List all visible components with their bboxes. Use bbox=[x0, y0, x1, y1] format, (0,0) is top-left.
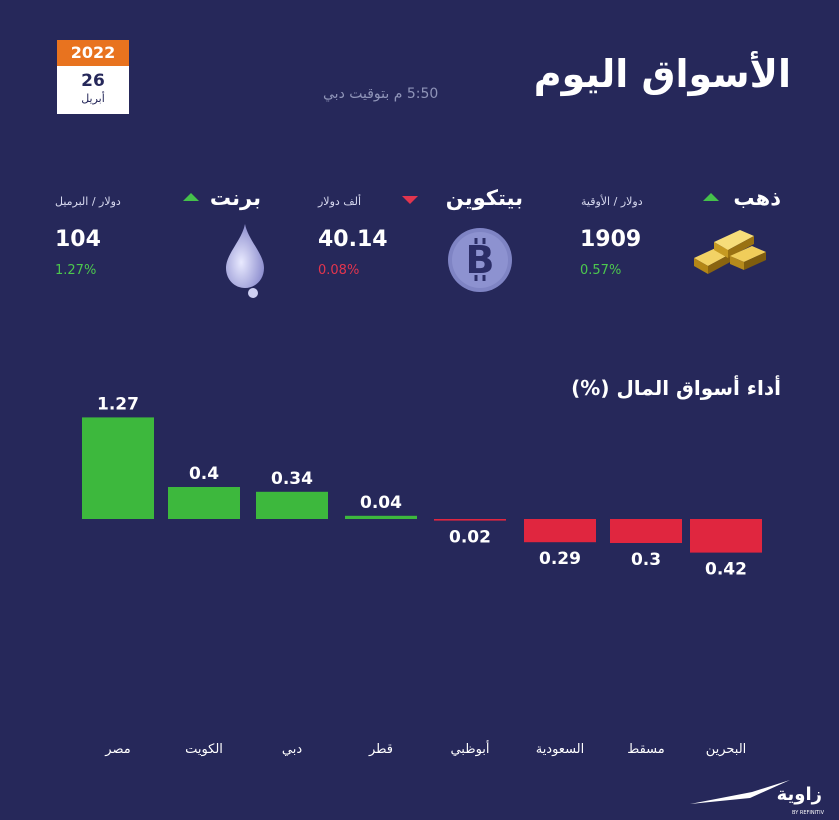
country-label-6: مسقط bbox=[627, 742, 665, 757]
gold-bars-icon bbox=[694, 230, 766, 274]
country-label-5: السعودية bbox=[535, 742, 585, 757]
gold-up-arrow-icon bbox=[703, 193, 719, 201]
country-label-3: قطر bbox=[368, 742, 394, 757]
brent-name: برنت bbox=[209, 186, 261, 210]
country-label-0: مصر bbox=[105, 742, 131, 757]
logo-subtext: BY REFINITIV bbox=[792, 810, 825, 816]
bar-value-label-2: 0.34 bbox=[271, 469, 313, 489]
brent-change: 1.27% bbox=[55, 263, 97, 278]
bitcoin-icon: B bbox=[448, 228, 512, 292]
bar-0 bbox=[82, 417, 154, 519]
gold-name: ذهب bbox=[733, 186, 781, 210]
bar-6 bbox=[610, 519, 682, 543]
bar-7 bbox=[690, 519, 762, 553]
bitcoin-price: 40.14 bbox=[318, 227, 388, 252]
country-label-4: أبوظبي bbox=[450, 742, 490, 757]
bar-value-label-7: 0.42 bbox=[705, 560, 747, 580]
bar-5 bbox=[524, 519, 596, 543]
bitcoin-change: 0.08% bbox=[318, 263, 360, 278]
logo-text: زاوية bbox=[777, 784, 822, 805]
performance-bar-chart: 1.27 0.4 0.34 0.04 0.02 0.29 0.3 0.42 bbox=[82, 394, 762, 580]
country-label-7: البحرين bbox=[705, 742, 747, 757]
zawya-logo: زاوية BY REFINITIV bbox=[690, 780, 825, 816]
bar-value-label-5: 0.29 bbox=[539, 549, 581, 569]
date-month: أبريل bbox=[81, 92, 105, 105]
brent-up-arrow-icon bbox=[183, 193, 199, 201]
bar-value-label-0: 1.27 bbox=[97, 394, 139, 414]
bar-2 bbox=[256, 491, 328, 519]
date-year: 2022 bbox=[57, 40, 129, 66]
gold-change: 0.57% bbox=[580, 263, 622, 278]
page-title: الأسواق اليوم bbox=[533, 52, 791, 96]
bar-value-label-4: 0.02 bbox=[449, 528, 491, 548]
gold-unit: دولار / الأوقية bbox=[581, 195, 643, 208]
bar-1 bbox=[168, 487, 240, 519]
country-label-2: دبي bbox=[281, 742, 303, 757]
timestamp: 5:50 م بتوقيت دبي bbox=[323, 86, 439, 102]
svg-text:B: B bbox=[466, 238, 495, 282]
bar-value-label-3: 0.04 bbox=[360, 493, 402, 513]
bar-4 bbox=[434, 519, 506, 521]
date-day: 26 bbox=[81, 71, 105, 91]
bar-value-label-1: 0.4 bbox=[189, 464, 219, 484]
brent-price: 104 bbox=[55, 227, 101, 252]
brent-unit: دولار / البرميل bbox=[55, 195, 121, 208]
bar-value-label-6: 0.3 bbox=[631, 550, 661, 570]
chart-title: أداء أسواق المال (%) bbox=[571, 376, 781, 400]
country-label-1: الكويت bbox=[185, 742, 223, 757]
bitcoin-name: بيتكوين bbox=[445, 186, 523, 210]
bitcoin-unit: ألف دولار bbox=[318, 195, 362, 208]
bar-3 bbox=[345, 515, 417, 519]
gold-price: 1909 bbox=[580, 227, 642, 252]
date-badge: 2022 26 أبريل bbox=[57, 40, 129, 114]
oil-drop-icon bbox=[226, 224, 264, 298]
bitcoin-down-arrow-icon bbox=[402, 196, 418, 204]
